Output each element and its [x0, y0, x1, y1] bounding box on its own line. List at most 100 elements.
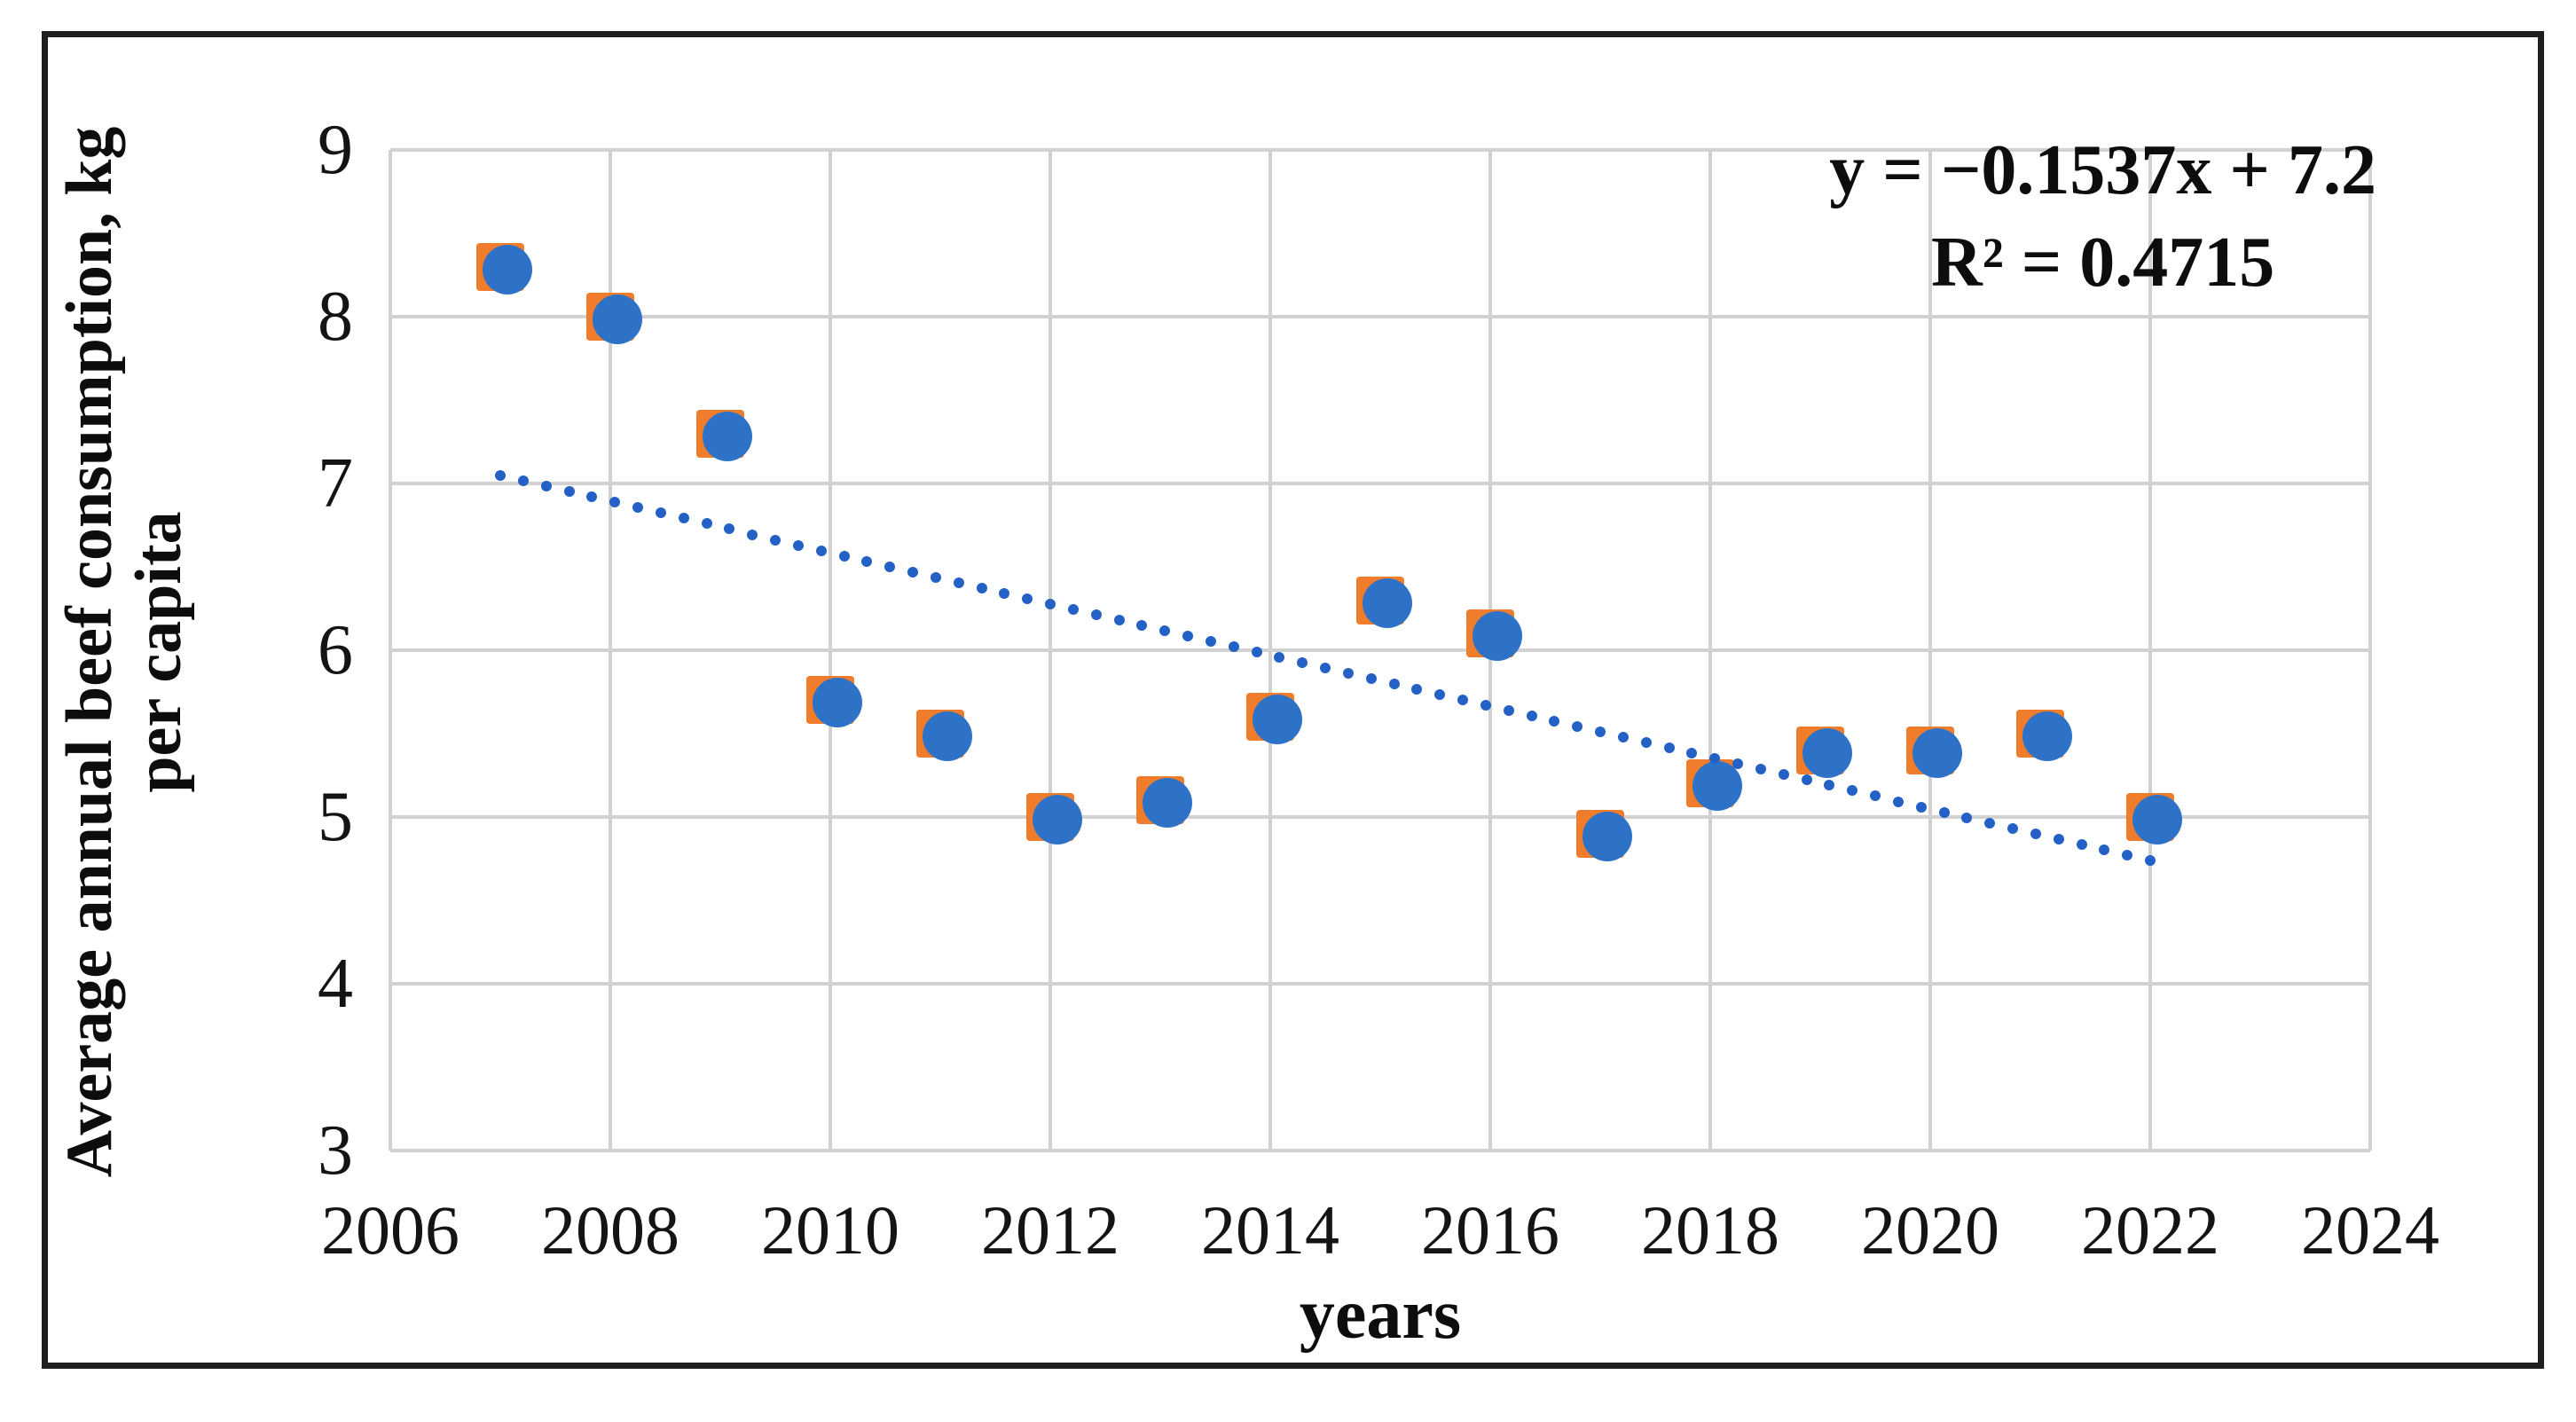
- x-tick-label: 2014: [1201, 1191, 1339, 1269]
- marker-circle-icon: [483, 244, 532, 295]
- trendline-dot: [930, 571, 941, 583]
- trendline-dot: [1595, 727, 1606, 738]
- marker-circle-icon: [923, 711, 972, 761]
- trendline-dot: [1640, 737, 1652, 749]
- trendline-dot: [1045, 598, 1056, 609]
- trendline-dot: [1892, 796, 1904, 807]
- trendline-dot: [586, 491, 598, 503]
- trendline-dot: [1961, 812, 1973, 823]
- trendline-annotation: y = −0.1537x + 7.2 R² = 0.4715: [1829, 124, 2376, 309]
- vertical-gridline: [1928, 150, 1932, 1151]
- vertical-gridline: [1708, 150, 1712, 1151]
- trendline-dot: [1342, 668, 1354, 680]
- trendline-dot: [2122, 849, 2133, 860]
- y-tick-label: 3: [318, 1112, 353, 1190]
- trendline-dot: [1526, 711, 1537, 722]
- x-tick-label: 2024: [2301, 1191, 2439, 1269]
- x-tick-label: 2008: [541, 1191, 679, 1269]
- trendline-dot: [1388, 679, 1400, 690]
- trendline-dot: [1159, 625, 1171, 636]
- trendline-dot: [907, 566, 918, 577]
- trendline-dot: [1572, 721, 1583, 733]
- trendline-dot: [770, 534, 781, 546]
- trendline-dot: [792, 539, 804, 551]
- y-tick-label: 7: [318, 444, 353, 522]
- marker-circle-icon: [813, 678, 862, 728]
- trendline-dot: [1320, 663, 1331, 673]
- x-tick-label: 2018: [1641, 1191, 1779, 1269]
- trendline-dot: [1205, 635, 1216, 647]
- vertical-gridline: [609, 150, 612, 1151]
- marker-circle-icon: [1583, 811, 1632, 861]
- vertical-gridline: [1268, 150, 1272, 1151]
- trendline-dot: [1113, 614, 1125, 625]
- trendline-dot: [747, 529, 758, 540]
- trendline-dot: [2099, 844, 2110, 855]
- trendline-dot: [1274, 651, 1285, 663]
- trendline-dot: [724, 523, 735, 535]
- trendline-dot: [655, 507, 666, 519]
- horizontal-gridline: [390, 315, 2370, 318]
- trendline-dot: [1480, 700, 1491, 711]
- trendline-dot: [1503, 705, 1514, 717]
- y-tick-label: 9: [318, 111, 353, 189]
- trendline-dot: [1663, 742, 1675, 754]
- trendline-dot: [1182, 630, 1193, 641]
- marker-circle-icon: [1473, 611, 1522, 662]
- trendline-dot: [678, 513, 689, 524]
- trendline-dot: [953, 577, 964, 588]
- x-tick-label: 2012: [981, 1191, 1119, 1269]
- horizontal-gridline: [390, 148, 2370, 152]
- y-tick-label: 6: [318, 611, 353, 689]
- y-tick-label: 8: [318, 278, 353, 356]
- x-tick-label: 2022: [2081, 1191, 2219, 1269]
- trendline-dot: [1136, 619, 1148, 631]
- trendline-dot: [1870, 790, 1881, 802]
- x-tick-label: 2006: [321, 1191, 459, 1269]
- marker-circle-icon: [1912, 727, 1962, 778]
- marker-circle-icon: [2022, 711, 2072, 761]
- trendline-dot: [1022, 593, 1033, 604]
- trendline-dot: [1251, 646, 1262, 657]
- vertical-gridline: [829, 150, 832, 1151]
- trendline-dot: [2145, 854, 2156, 866]
- marker-circle-icon: [1253, 695, 1302, 745]
- x-tick-label: 2020: [1861, 1191, 1999, 1269]
- trendline-dot: [1411, 684, 1423, 695]
- marker-circle-icon: [2132, 795, 2182, 845]
- vertical-gridline: [1048, 150, 1052, 1151]
- marker-circle-icon: [1802, 727, 1852, 778]
- trendline-dot: [1938, 806, 1950, 818]
- y-axis-title-line2: per capita: [122, 511, 195, 793]
- x-tick-label: 2016: [1421, 1191, 1559, 1269]
- trendline-dot: [1709, 753, 1721, 765]
- trendline-dot: [2076, 838, 2087, 850]
- trendline-dot: [1686, 748, 1698, 759]
- horizontal-gridline: [390, 982, 2370, 986]
- trendline-dot: [1984, 817, 1996, 829]
- trendline-dot: [815, 545, 827, 556]
- trendline-dot: [609, 497, 621, 508]
- marker-circle-icon: [1033, 795, 1082, 845]
- trendline-dot: [2053, 833, 2064, 845]
- marker-circle-icon: [1143, 778, 1192, 829]
- horizontal-gridline: [390, 648, 2370, 652]
- trendline-dot: [1365, 673, 1377, 685]
- horizontal-gridline: [390, 815, 2370, 819]
- trendline-dot: [517, 475, 529, 487]
- trendline-dot: [1755, 764, 1766, 775]
- trendline-dot: [495, 470, 506, 482]
- trendline-dot: [701, 518, 712, 530]
- trendline-dot: [884, 561, 896, 572]
- trendline-dot: [1847, 785, 1858, 797]
- trendline-equation-text: y = −0.1537x + 7.2: [1829, 131, 2376, 209]
- vertical-gridline: [2368, 150, 2372, 1151]
- trendline-dot: [1824, 780, 1835, 791]
- vertical-gridline: [389, 150, 392, 1151]
- trendline-dot: [1434, 689, 1446, 701]
- trendline-dot: [2030, 828, 2041, 839]
- marker-circle-icon: [593, 295, 642, 344]
- trendline-dot: [1090, 609, 1102, 620]
- trendline-dot: [632, 502, 643, 514]
